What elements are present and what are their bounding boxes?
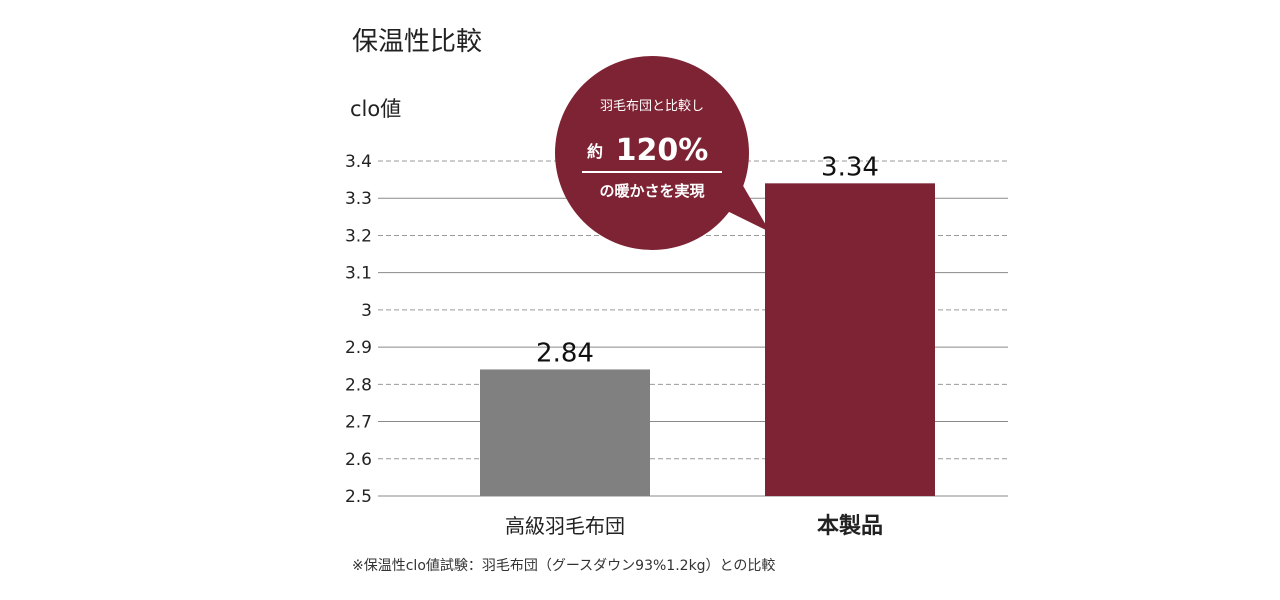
y-tick-label: 2.7	[345, 413, 372, 433]
value-labels: 2.84 3.34	[536, 152, 879, 368]
callout-percent: 120%	[616, 133, 709, 168]
y-tick-labels: 2.5 2.6 2.7 2.8 2.9 3 3.1 3.2 3.3 3.4	[345, 152, 372, 507]
bar	[765, 183, 935, 497]
value-label: 2.84	[536, 338, 594, 368]
y-tick-label: 3	[361, 301, 372, 321]
y-tick-label: 2.6	[345, 450, 372, 470]
value-label: 3.34	[821, 152, 879, 182]
callout-line1: 羽毛布団と比較し	[600, 99, 704, 114]
callout-line3: の暖かさを実現	[599, 182, 704, 200]
callout-circle	[555, 56, 749, 250]
category-label: 本製品	[817, 513, 883, 539]
footnote: ※保温性clo値試験：羽毛布団（グースダウン93%1.2kg）との比較	[352, 558, 775, 574]
category-label: 高級羽毛布団	[505, 514, 625, 538]
callout-prefix: 約	[587, 142, 603, 161]
category-labels: 高級羽毛布団 本製品	[505, 513, 883, 539]
callout-bubble: 羽毛布団と比較し 約 120% の暖かさを実現	[555, 56, 770, 250]
y-tick-label: 3.4	[345, 152, 372, 172]
y-axis-label: clo値	[350, 97, 401, 121]
y-tick-label: 3.3	[345, 189, 372, 209]
y-tick-label: 2.8	[345, 375, 372, 395]
bars	[480, 183, 935, 497]
y-tick-label: 2.9	[345, 338, 372, 358]
y-tick-label: 3.1	[345, 264, 372, 284]
chart-title: 保温性比較	[352, 27, 482, 57]
y-tick-label: 2.5	[345, 487, 372, 507]
y-tick-label: 3.2	[345, 226, 372, 246]
bar	[480, 369, 650, 496]
